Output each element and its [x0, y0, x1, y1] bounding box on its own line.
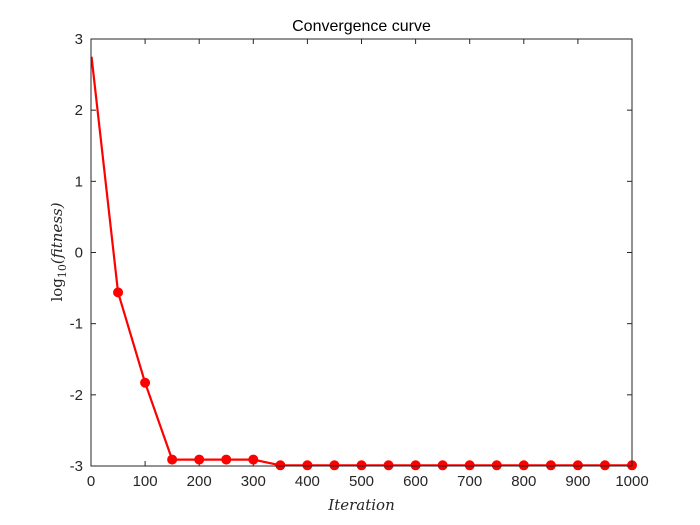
data-point: [545, 460, 556, 471]
y-axis-label-subscript: 10: [56, 264, 69, 278]
data-point: [572, 460, 583, 471]
x-tick-label: 200: [187, 473, 212, 490]
x-tick-label: 700: [457, 473, 482, 490]
y-tick-label: 2: [75, 102, 83, 119]
x-tick-label: 500: [349, 473, 374, 490]
x-tick-label: 800: [511, 473, 536, 490]
data-point: [302, 460, 313, 471]
y-tick-label: 1: [75, 173, 83, 190]
data-point: [383, 460, 394, 471]
data-point: [329, 460, 340, 471]
y-tick-label: 3: [75, 31, 83, 48]
data-point: [518, 460, 529, 471]
data-point: [248, 454, 259, 465]
data-point: [599, 460, 610, 471]
ticks-layer: 0 100 200 300 400 500 600 700 800 900 1000 3 2 1 0 -1 -2…: [70, 31, 649, 490]
y-tick-label: -1: [70, 316, 83, 333]
x-axis-label: Iteration: [327, 496, 394, 514]
series-layer: [90, 56, 637, 471]
y-axis-label-argument: (fitness): [48, 202, 66, 264]
chart-title: Convergence curve: [292, 18, 431, 35]
plot-frame: [90, 38, 633, 467]
x-tick-label: 300: [241, 473, 266, 490]
data-point: [194, 454, 205, 465]
y-tick-label: -3: [70, 458, 83, 475]
data-point: [275, 460, 286, 471]
x-tick-label: 1000: [615, 473, 648, 490]
data-point: [410, 460, 421, 471]
data-point: [221, 454, 232, 465]
y-axis-label-func: log: [48, 278, 66, 302]
x-tick-label: 100: [133, 473, 158, 490]
y-axis-label: log10(fitness): [48, 202, 69, 301]
data-point: [356, 460, 367, 471]
data-point: [113, 287, 124, 298]
x-tick-label: 600: [403, 473, 428, 490]
x-tick-label: 0: [87, 473, 95, 490]
x-tick-label: 400: [295, 473, 320, 490]
data-point: [464, 460, 475, 471]
data-point: [140, 377, 151, 388]
plot-background: [91, 39, 632, 466]
y-tick-label: 0: [75, 245, 83, 262]
x-tick-label: 900: [565, 473, 590, 490]
y-tick-label: -2: [70, 387, 83, 404]
data-point: [437, 460, 448, 471]
data-point: [491, 460, 502, 471]
data-point: [167, 454, 178, 465]
